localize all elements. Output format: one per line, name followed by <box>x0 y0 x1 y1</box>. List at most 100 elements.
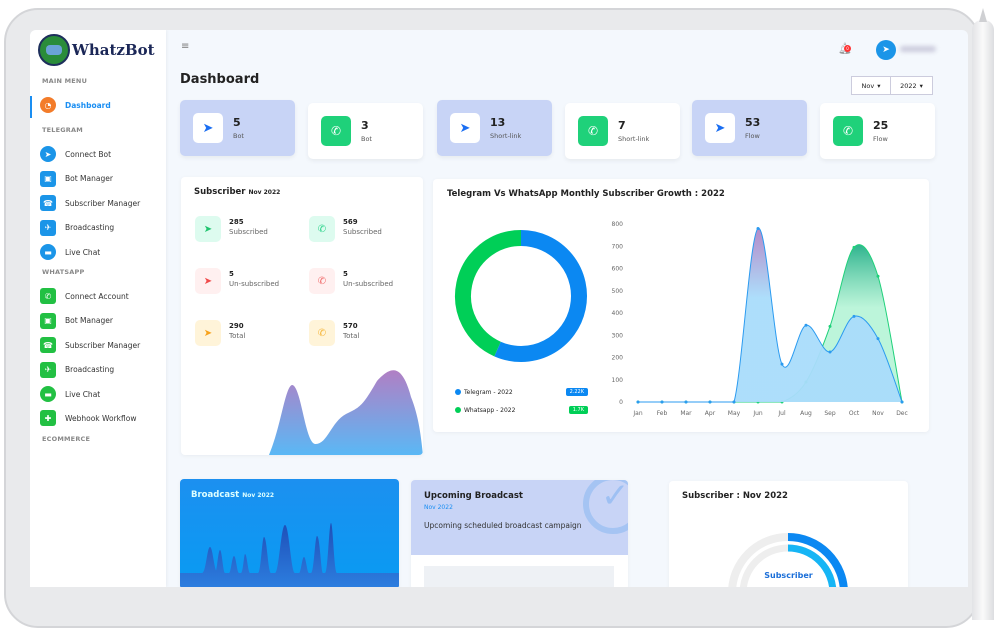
data-point <box>660 400 664 404</box>
data-point <box>852 245 856 249</box>
sidebar-item-connect-bot[interactable]: ➤ Connect Bot <box>40 145 160 163</box>
y-tick-label: 100 <box>612 377 624 384</box>
x-tick-label: Nov <box>872 410 884 417</box>
x-tick-label: Apr <box>705 410 716 417</box>
sidebar-item-bot-manager[interactable]: ▣ Bot Manager <box>40 170 160 188</box>
robot-logo-icon <box>38 34 70 66</box>
stat-card-telegram-short-link[interactable]: ➤ 13 Short-link <box>437 100 552 156</box>
stat-label: Flow <box>873 135 888 143</box>
sidebar-section-label: ECOMMERCE <box>42 434 91 443</box>
sidebar-item-subscriber-manager[interactable]: ☎ Subscriber Manager <box>40 336 160 354</box>
sidebar-item-connect-account[interactable]: ✆ Connect Account <box>40 287 160 305</box>
sidebar-item-live-chat[interactable]: ▬ Live Chat <box>40 385 160 403</box>
legend-item: Whatsapp - 2022 1.7K <box>455 406 588 414</box>
whatsapp-icon: ✆ <box>309 268 335 294</box>
x-tick-label: Dec <box>896 410 908 417</box>
data-point <box>804 323 808 327</box>
bell-icon[interactable]: 🔔︎0 <box>838 42 852 55</box>
whatsapp-icon: ✆ <box>321 116 351 146</box>
legend-badge: 1.7K <box>568 406 588 414</box>
stat-label: Short-link <box>618 135 650 143</box>
user-name-blurred[interactable] <box>900 46 936 52</box>
y-tick-label: 500 <box>612 288 624 295</box>
subscriber-period: Nov 2022 <box>248 189 281 196</box>
subscriber-panel: Subscriber Nov 2022 ➤ 285 Subscribed ✆ 569 Su… <box>181 177 423 455</box>
sidebar: WhatzBot MAIN MENU ◔ Dashboard TELEGRAM ➤ Con… <box>30 30 166 587</box>
sidebar-item-label: Subscriber Manager <box>65 340 141 350</box>
page-title: Dashboard <box>180 72 260 87</box>
subscriber-stat-whatsapp: ✆ 569 Subscribed <box>309 216 382 242</box>
data-point <box>876 337 880 341</box>
year-value: 2022 <box>900 81 917 90</box>
data-point <box>756 226 760 230</box>
subscriber-label: Subscribed <box>229 228 268 236</box>
sidebar-section-label: MAIN MENU <box>42 77 88 85</box>
x-tick-label: Oct <box>849 410 860 417</box>
year-select[interactable]: 2022 ▾ <box>890 76 933 95</box>
legend-label: Telegram - 2022 <box>464 388 513 396</box>
upcoming-broadcast-panel: ✓ Upcoming Broadcast Nov 2022 Upcoming s… <box>411 480 628 587</box>
broadcast-period: Nov 2022 <box>242 492 275 499</box>
radial-bar-outer <box>787 533 848 587</box>
hamburger-menu-icon[interactable]: ≡ <box>181 41 190 52</box>
stat-label: Bot <box>233 132 244 140</box>
logo[interactable]: WhatzBot <box>38 34 155 66</box>
subscriber-stat-whatsapp: ✆ 5 Un-subscribed <box>309 268 393 294</box>
broadcast-panel: Broadcast Nov 2022 <box>180 479 399 587</box>
subscriber-value: 290 <box>229 322 244 330</box>
caret-down-icon: ▾ <box>919 81 923 90</box>
telegram-icon: ➤ <box>450 113 480 143</box>
y-tick-label: 0 <box>619 399 623 406</box>
sidebar-item-dashboard[interactable]: ◔ Dashboard <box>40 96 160 114</box>
sidebar-item-label: Connect Bot <box>65 149 112 159</box>
stat-label: Short-link <box>490 132 522 140</box>
broadcast-icon: ✈ <box>40 361 56 378</box>
y-tick-label: 800 <box>612 221 624 228</box>
stat-card-whatsapp-flow[interactable]: ✆ 25 Flow <box>820 103 935 159</box>
upcoming-description: Upcoming scheduled broadcast campaign <box>424 521 582 530</box>
whatsapp-icon: ✆ <box>578 116 608 146</box>
donut-slice-whatsapp <box>455 230 522 357</box>
stat-label: Flow <box>745 132 760 140</box>
x-tick-label: Jun <box>752 410 763 417</box>
sidebar-item-subscriber-manager[interactable]: ☎ Subscriber Manager <box>40 194 160 212</box>
telegram-icon: ➤ <box>195 216 221 242</box>
area-fill-series-0 <box>638 228 902 402</box>
stat-value: 3 <box>361 119 369 132</box>
sidebar-section-label: TELEGRAM <box>42 126 83 135</box>
subscriber-value: 569 <box>343 218 358 226</box>
subscriber-value: 570 <box>343 322 358 330</box>
sidebar-item-broadcasting[interactable]: ✈ Broadcasting <box>40 361 160 379</box>
stat-card-telegram-bot[interactable]: ➤ 5 Bot <box>180 100 295 156</box>
month-select[interactable]: Nov ▾ <box>851 76 891 95</box>
stat-value: 25 <box>873 119 889 132</box>
y-tick-label: 200 <box>612 355 624 362</box>
stat-card-whatsapp-bot[interactable]: ✆ 3 Bot <box>308 103 423 159</box>
stat-card-whatsapp-short-link[interactable]: ✆ 7 Short-link <box>565 103 680 159</box>
sidebar-item-label: Subscriber Manager <box>65 198 141 208</box>
sidebar-item-live-chat[interactable]: ▬ Live Chat <box>40 243 160 261</box>
data-point <box>852 314 856 318</box>
broadcast-spark-chart <box>180 523 399 587</box>
y-tick-label: 400 <box>612 310 624 317</box>
donut-slice-telegram <box>494 230 587 362</box>
whatsapp-icon: ✆ <box>309 216 335 242</box>
whatsapp-icon: ✆ <box>833 116 863 146</box>
stat-value: 53 <box>745 116 761 129</box>
subscriber-stat-telegram: ➤ 5 Un-subscribed <box>195 268 279 294</box>
stat-card-telegram-flow[interactable]: ➤ 53 Flow <box>692 100 807 156</box>
telegram-icon: ➤ <box>195 268 221 294</box>
sidebar-item-webhook-workflow[interactable]: ✚ Webhook Workflow <box>40 409 160 427</box>
sidebar-item-broadcasting[interactable]: ✈ Broadcasting <box>40 219 160 237</box>
subscriber-label: Un-subscribed <box>343 280 394 288</box>
broadcast-icon: ✈ <box>40 219 56 236</box>
sidebar-item-bot-manager[interactable]: ▣ Bot Manager <box>40 312 160 330</box>
y-tick-label: 700 <box>612 243 624 250</box>
decorative-wave-chart <box>269 370 423 455</box>
subscriber-value: 285 <box>229 218 244 226</box>
legend-dot <box>455 389 461 395</box>
sidebar-item-label: Broadcasting <box>65 223 115 233</box>
data-point <box>900 400 904 404</box>
avatar[interactable]: ➤ <box>876 40 896 60</box>
upcoming-title: Upcoming Broadcast <box>424 491 523 501</box>
